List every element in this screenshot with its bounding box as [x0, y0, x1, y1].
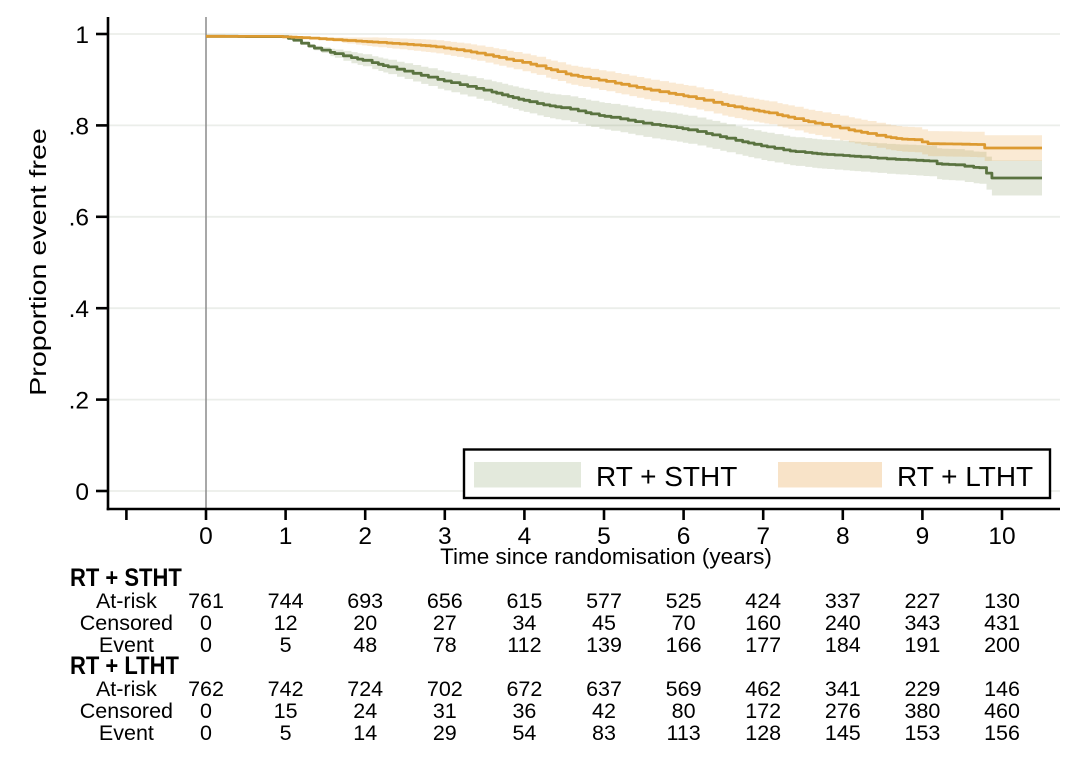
svg-text:80: 80	[672, 699, 696, 723]
svg-text:276: 276	[825, 699, 861, 723]
svg-text:7: 7	[756, 523, 770, 550]
svg-text:Event: Event	[99, 721, 154, 745]
svg-text:34: 34	[512, 611, 536, 635]
svg-text:4: 4	[518, 523, 532, 550]
svg-text:Censored: Censored	[80, 611, 173, 635]
svg-text:0: 0	[200, 699, 212, 723]
svg-text:Censored: Censored	[80, 699, 173, 723]
svg-text:139: 139	[586, 633, 622, 657]
svg-text:130: 130	[984, 589, 1020, 613]
svg-text:177: 177	[745, 633, 781, 657]
svg-text:128: 128	[745, 721, 781, 745]
svg-text:341: 341	[825, 677, 861, 701]
svg-text:742: 742	[268, 677, 304, 701]
svg-text:70: 70	[672, 611, 696, 635]
svg-text:3: 3	[438, 523, 452, 550]
svg-text:761: 761	[188, 589, 224, 613]
svg-text:5: 5	[280, 721, 292, 745]
svg-text:10: 10	[988, 523, 1015, 550]
svg-text:153: 153	[904, 721, 940, 745]
svg-text:424: 424	[745, 589, 781, 613]
svg-text:0: 0	[200, 633, 212, 657]
svg-text:RT + LTHT: RT + LTHT	[897, 461, 1033, 492]
svg-text:200: 200	[984, 633, 1020, 657]
svg-text:24: 24	[353, 699, 377, 723]
svg-text:229: 229	[904, 677, 940, 701]
svg-text:Proportion event free: Proportion event free	[24, 128, 51, 396]
svg-text:45: 45	[592, 611, 616, 635]
svg-text:14: 14	[353, 721, 377, 745]
svg-text:569: 569	[666, 677, 702, 701]
svg-text:9: 9	[916, 523, 930, 550]
svg-text:83: 83	[592, 721, 616, 745]
svg-text:112: 112	[507, 633, 541, 657]
svg-text:54: 54	[512, 721, 536, 745]
svg-text:Event: Event	[99, 633, 154, 657]
svg-text:1: 1	[279, 523, 293, 550]
svg-text:20: 20	[353, 611, 377, 635]
svg-text:577: 577	[586, 589, 622, 613]
svg-text:5: 5	[597, 523, 611, 550]
svg-text:460: 460	[984, 699, 1020, 723]
svg-text:12: 12	[274, 611, 298, 635]
svg-text:At-risk: At-risk	[96, 677, 157, 701]
svg-text:42: 42	[592, 699, 616, 723]
svg-text:160: 160	[745, 611, 781, 635]
svg-text:615: 615	[506, 589, 542, 613]
svg-text:227: 227	[904, 589, 940, 613]
svg-text:RT + LTHT: RT + LTHT	[70, 653, 179, 681]
svg-text:.2: .2	[69, 388, 89, 415]
svg-text:172: 172	[745, 699, 781, 723]
svg-text:113: 113	[666, 721, 700, 745]
svg-text:8: 8	[836, 523, 850, 550]
svg-text:1: 1	[75, 22, 89, 49]
svg-text:166: 166	[666, 633, 702, 657]
svg-text:RT + STHT: RT + STHT	[70, 565, 182, 593]
svg-text:693: 693	[347, 589, 383, 613]
svg-text:36: 36	[512, 699, 536, 723]
svg-text:184: 184	[825, 633, 861, 657]
svg-text:146: 146	[984, 677, 1020, 701]
svg-text:6: 6	[677, 523, 691, 550]
svg-text:.8: .8	[69, 113, 89, 140]
svg-text:0: 0	[199, 523, 213, 550]
svg-text:0: 0	[75, 479, 89, 506]
svg-text:145: 145	[825, 721, 861, 745]
svg-text:0: 0	[200, 721, 212, 745]
svg-text:191: 191	[904, 633, 940, 657]
svg-text:5: 5	[280, 633, 292, 657]
svg-text:Time since randomisation (year: Time since randomisation (years)	[440, 544, 772, 569]
svg-text:380: 380	[904, 699, 940, 723]
svg-text:156: 156	[984, 721, 1020, 745]
svg-text:343: 343	[904, 611, 940, 635]
svg-text:431: 431	[984, 611, 1020, 635]
svg-text:762: 762	[188, 677, 224, 701]
svg-text:15: 15	[274, 699, 298, 723]
svg-text:724: 724	[347, 677, 383, 701]
svg-text:.4: .4	[69, 296, 89, 323]
svg-text:0: 0	[200, 611, 212, 635]
svg-text:29: 29	[433, 721, 457, 745]
svg-text:337: 337	[825, 589, 861, 613]
svg-text:78: 78	[433, 633, 457, 657]
svg-text:27: 27	[433, 611, 457, 635]
svg-text:48: 48	[353, 633, 377, 657]
svg-text:525: 525	[666, 589, 702, 613]
svg-text:672: 672	[506, 677, 542, 701]
svg-text:.6: .6	[69, 205, 89, 232]
svg-text:462: 462	[745, 677, 781, 701]
svg-text:702: 702	[427, 677, 463, 701]
svg-text:240: 240	[825, 611, 861, 635]
svg-text:656: 656	[427, 589, 463, 613]
svg-text:637: 637	[586, 677, 622, 701]
svg-text:2: 2	[358, 523, 372, 550]
svg-text:744: 744	[268, 589, 304, 613]
svg-text:At-risk: At-risk	[96, 589, 157, 613]
svg-text:31: 31	[433, 699, 457, 723]
svg-text:RT + STHT: RT + STHT	[596, 461, 737, 492]
